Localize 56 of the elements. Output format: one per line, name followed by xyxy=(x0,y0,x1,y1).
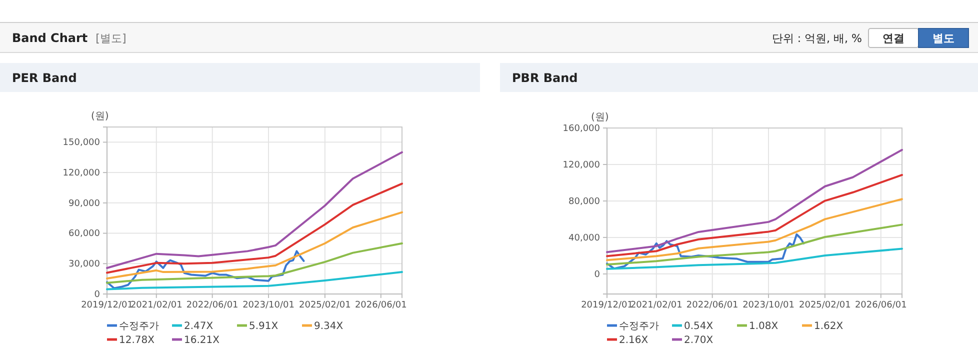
chart-title: PBR Band xyxy=(512,71,578,85)
x-tick-label: 2021/02/01 xyxy=(630,300,682,310)
line-series xyxy=(106,211,403,280)
legend-label: 0.54X xyxy=(684,321,714,332)
x-tick-label: 2022/06/01 xyxy=(686,300,738,310)
y-tick-label: 150,000 xyxy=(62,138,100,148)
line-series xyxy=(106,242,403,284)
toggle-button[interactable]: 별도 xyxy=(918,28,969,48)
y-tick-label: 120,000 xyxy=(62,168,100,178)
legend-label: 12.78X xyxy=(119,335,155,346)
legend-label: 16.21X xyxy=(184,335,220,346)
legend-label: 1.62X xyxy=(814,321,844,332)
x-tick-label: 2023/10/01 xyxy=(242,300,294,310)
y-tick-label: 30,000 xyxy=(68,260,100,270)
line-series xyxy=(606,174,903,258)
legend-label: 9.34X xyxy=(314,321,344,332)
y-tick-label: 160,000 xyxy=(562,124,600,134)
legend-label: 2.16X xyxy=(619,335,648,346)
x-tick-label: 2021/02/01 xyxy=(130,300,182,310)
text: [별도] xyxy=(96,32,126,45)
x-tick-label: 2019/12/01 xyxy=(81,300,133,310)
legend-label: 5.91X xyxy=(249,321,278,332)
line-series xyxy=(606,224,903,266)
y-tick-label: 0 xyxy=(94,290,100,300)
y-axis-title: (원) xyxy=(91,111,109,122)
y-tick-label: 0 xyxy=(594,270,600,280)
y-tick-label: 90,000 xyxy=(68,198,100,209)
y-tick-label: 60,000 xyxy=(68,229,100,240)
legend-label: 1.08X xyxy=(749,321,778,332)
y-tick-label: 80,000 xyxy=(568,196,600,207)
x-tick-label: 2026/06/01 xyxy=(354,300,407,310)
x-tick-label: 2025/02/01 xyxy=(298,300,351,310)
legend-label: 수정주가 xyxy=(119,321,159,332)
x-tick-label: 2022/06/01 xyxy=(186,300,238,310)
chart-title: PER Band xyxy=(12,71,77,85)
line-series xyxy=(106,182,403,274)
line-series xyxy=(106,250,305,290)
x-tick-label: 2023/10/01 xyxy=(742,300,794,310)
line-series xyxy=(606,148,903,254)
line-series xyxy=(606,233,805,270)
x-tick-label: 2026/06/01 xyxy=(854,300,907,310)
legend-label: 2.47X xyxy=(184,321,214,332)
y-tick-label: 40,000 xyxy=(568,233,600,244)
toggle-button[interactable]: 연결 xyxy=(868,28,919,48)
legend-label: 수정주가 xyxy=(619,321,659,332)
text: 단위 : 억원, 배, % xyxy=(772,32,862,45)
y-axis-title: (원) xyxy=(591,112,609,123)
y-tick-label: 120,000 xyxy=(562,160,600,170)
x-tick-label: 2025/02/01 xyxy=(798,300,851,310)
line-series xyxy=(606,248,903,270)
line-series xyxy=(106,151,403,269)
x-tick-label: 2019/12/01 xyxy=(581,300,633,310)
text: Band Chart xyxy=(12,31,88,45)
line-series xyxy=(106,271,403,290)
line-series xyxy=(606,198,903,262)
legend-label: 2.70X xyxy=(684,335,714,346)
